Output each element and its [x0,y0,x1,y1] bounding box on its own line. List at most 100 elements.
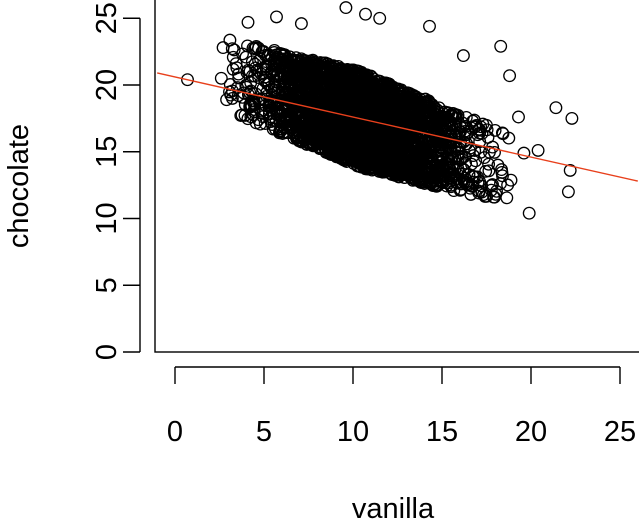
data-point [313,106,327,120]
data-point [284,96,297,110]
data-point [435,144,449,158]
data-point [399,132,413,146]
data-point [256,106,270,120]
data-point [496,169,509,183]
data-point [491,158,505,172]
data-point [464,187,478,201]
data-point [389,104,403,118]
data-point [247,96,261,110]
data-point [373,11,387,25]
data-point [430,179,443,193]
x-axis-label: vanilla [352,493,435,521]
x-tick-label: 15 [426,416,458,448]
data-point [226,50,240,64]
y-tick-label: 0 [91,344,123,360]
data-point [282,98,296,112]
y-tick-label: 25 [91,2,123,34]
data-point [363,90,377,104]
x-tick-label: 20 [515,416,547,448]
data-point [452,126,466,140]
data-point [367,162,381,176]
data-point [214,71,228,85]
plot-frame [154,0,639,353]
data-point [256,62,270,76]
data-point [522,206,536,220]
data-point [281,54,295,68]
data-point [317,58,330,72]
data-point [453,183,467,197]
data-point [294,17,308,31]
data-point [284,54,298,68]
data-point [443,115,457,128]
data-point [328,101,342,115]
data-point [405,161,419,174]
data-point [239,50,253,64]
data-point [337,131,351,145]
data-point [181,73,194,87]
data-point [313,133,327,147]
data-point [268,75,282,88]
data-point [390,82,404,96]
data-point [216,41,230,55]
x-tick-label: 0 [167,416,183,448]
data-point [308,121,322,135]
data-point [418,99,432,113]
data-point [298,53,312,67]
data-point [365,153,379,167]
data-point [236,47,249,61]
data-point [250,63,264,77]
data-point [361,137,375,151]
data-point [249,40,263,53]
data-point [479,164,493,178]
data-point [487,190,501,204]
x-axis: 0 5 10 15 20 25 [167,366,636,448]
data-point [383,118,397,132]
data-point [494,177,507,191]
data-point [338,77,352,91]
data-point [353,139,367,153]
data-point [343,76,357,90]
data-point [531,143,545,157]
data-point [348,151,361,165]
x-tick-label: 5 [256,416,272,448]
data-point [351,126,365,140]
data-point [453,125,467,138]
data-point [291,123,305,137]
data-point [549,101,563,115]
data-point [238,98,252,112]
data-point [424,130,438,144]
data-point [362,103,375,117]
data-point [241,15,255,29]
data-point [402,96,415,110]
data-point [360,124,374,138]
data-point [565,111,579,125]
data-point [372,82,386,96]
data-point [347,157,361,170]
data-point [388,96,402,110]
data-point [396,117,410,131]
data-point [439,142,453,156]
data-point [389,168,403,182]
data-point [454,182,468,196]
data-point [456,49,470,63]
data-point [466,114,480,128]
data-point [220,93,234,107]
data-point [270,10,283,24]
data-point [335,147,349,161]
data-point [397,164,411,178]
regression-line [157,72,638,182]
data-point [390,164,404,177]
data-point [291,94,305,108]
y-tick-label: 20 [91,69,123,101]
y-tick-label: 5 [91,277,123,293]
data-point [445,109,458,123]
data-point [277,74,291,88]
data-point [335,134,349,148]
data-point [307,90,321,104]
data-point [436,107,450,121]
data-point [274,47,288,61]
y-axis: 0 5 10 15 20 25 [91,2,141,360]
data-point [296,61,309,75]
data-point [304,76,318,90]
